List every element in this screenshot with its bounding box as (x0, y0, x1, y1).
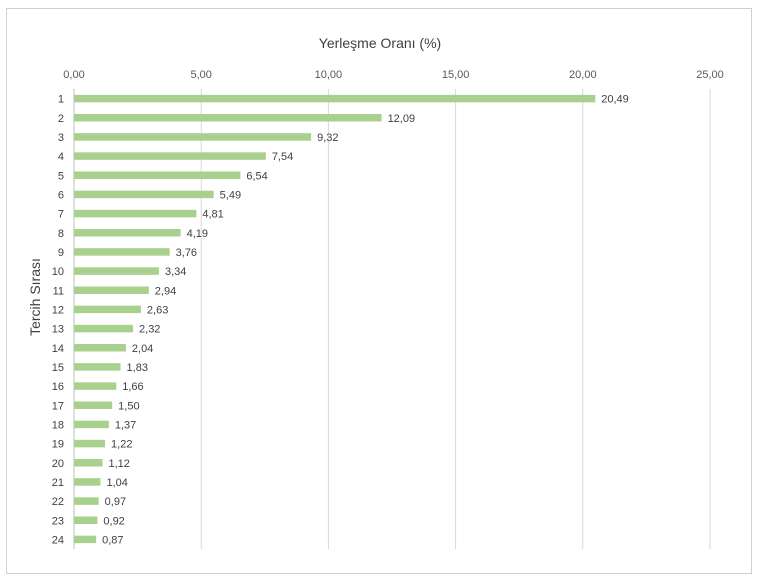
category-label: 5 (58, 170, 64, 182)
category-label: 23 (52, 515, 64, 527)
x-tick-label: 10,00 (315, 69, 343, 81)
data-label: 4,81 (202, 209, 223, 221)
category-label: 11 (53, 285, 64, 297)
data-label: 2,63 (147, 304, 168, 316)
bar (74, 516, 98, 524)
category-label: 12 (52, 304, 64, 316)
data-label: 1,66 (122, 381, 143, 393)
x-tick-label: 25,00 (696, 69, 724, 81)
data-label: 2,04 (132, 343, 153, 355)
bar (74, 344, 126, 352)
x-tick-label: 5,00 (190, 69, 211, 81)
x-tick-label: 0,00 (63, 69, 84, 81)
category-label: 17 (52, 400, 64, 412)
data-label: 7,54 (272, 151, 293, 163)
category-label: 16 (52, 381, 64, 393)
bar (74, 229, 181, 237)
data-label: 3,76 (176, 247, 197, 259)
bar (74, 94, 596, 103)
bar (74, 478, 101, 486)
bar (74, 459, 103, 467)
bar (74, 114, 382, 122)
bar (74, 420, 109, 429)
category-label: 9 (58, 247, 64, 259)
category-label: 21 (52, 477, 64, 489)
bar (74, 286, 149, 294)
bar (74, 133, 312, 141)
x-tick-labels: 0,00 5,00 10,00 15,00 20,00 25,00 (63, 69, 723, 81)
bar (74, 209, 197, 218)
category-label: 14 (52, 343, 64, 355)
bar (74, 401, 113, 409)
bar (74, 171, 241, 179)
category-label: 10 (52, 266, 64, 278)
data-label: 9,32 (317, 132, 338, 144)
bars (74, 94, 596, 544)
data-label: 1,12 (108, 458, 129, 470)
bar (74, 190, 214, 199)
bar (74, 267, 159, 275)
gridlines (73, 89, 711, 549)
category-label: 7 (58, 209, 64, 221)
data-label: 5,49 (220, 189, 241, 201)
category-label: 3 (58, 132, 64, 144)
data-label: 3,34 (165, 266, 186, 278)
data-label: 0,87 (102, 534, 123, 546)
category-label: 8 (58, 228, 64, 240)
data-label: 1,37 (115, 419, 136, 431)
category-label: 2 (58, 113, 64, 125)
data-label: 0,97 (105, 496, 126, 508)
data-label: 4,19 (187, 228, 208, 240)
data-label: 1,50 (118, 400, 139, 412)
bar (74, 382, 117, 390)
x-axis-title: Yerleşme Oranı (%) (319, 35, 441, 51)
category-label: 22 (52, 496, 64, 508)
category-label: 1 (58, 94, 64, 106)
category-label: 20 (52, 458, 64, 470)
data-label: 1,04 (106, 477, 127, 489)
category-label: 15 (52, 362, 64, 374)
bar (74, 363, 121, 371)
bar (74, 535, 97, 544)
y-axis-title: Tercih Sırası (27, 258, 43, 336)
data-label: 1,22 (111, 439, 132, 451)
bar (74, 248, 170, 256)
bar (74, 439, 106, 448)
bar (74, 497, 99, 505)
data-label: 20,49 (601, 94, 629, 106)
data-label: 0,92 (103, 515, 124, 527)
category-label: 13 (52, 324, 64, 336)
category-label: 6 (58, 189, 64, 201)
data-labels: 20,49 12,09 9,32 7,54 6,54 5,49 4,81 4,19 3,76 3,… (102, 94, 629, 547)
data-label: 2,94 (155, 285, 176, 297)
bar (74, 152, 266, 160)
data-label: 2,32 (139, 324, 160, 336)
category-label: 19 (52, 439, 64, 451)
category-label: 18 (52, 419, 64, 431)
data-label: 1,83 (127, 362, 148, 374)
bar (74, 305, 141, 314)
category-label: 24 (52, 534, 64, 546)
x-tick-label: 20,00 (569, 69, 597, 81)
bar (74, 324, 134, 333)
data-label: 12,09 (388, 113, 416, 125)
data-label: 6,54 (246, 170, 267, 182)
category-label: 4 (58, 151, 64, 163)
x-tick-label: 15,00 (442, 69, 470, 81)
